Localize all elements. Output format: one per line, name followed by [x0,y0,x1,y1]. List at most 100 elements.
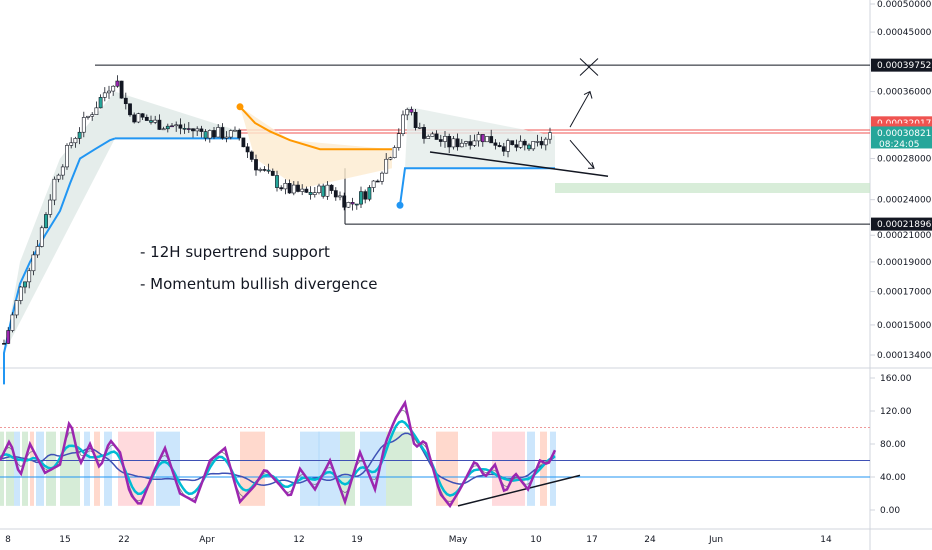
price-tick-label: 0.00019000 [877,258,932,268]
candle-body [73,138,78,144]
candle-body [304,188,309,193]
osc-tick-label: 0.00 [880,506,900,516]
candle-body [535,141,540,143]
oscillator-band [340,431,355,506]
candle-body [371,180,376,188]
candle-body [94,107,99,115]
candle-body [354,203,359,206]
time-axis-labels: 8 15 22 Apr 12 19 May 10 17 24 Jun 14 [5,535,832,545]
oscillator-band [36,431,44,506]
candle-body [380,172,384,182]
candle-body [258,169,263,171]
oscillator-band [30,431,34,506]
candle-body [459,142,464,148]
candle-body [291,184,296,194]
candle-body [212,130,216,138]
candle-body [18,286,23,301]
candle-body [447,136,452,148]
price-tick-label: 0.00015000 [877,321,932,331]
trendline-falling-wedge [429,151,609,178]
oscillator-background [0,431,556,506]
oscillator-lines [0,399,557,509]
candle-body [35,246,40,256]
candle-body [69,142,74,146]
candle-body [455,138,460,148]
supertrend-lines [3,103,555,385]
candle-body [111,85,116,92]
candle-body [489,136,494,144]
arrowhead-up [583,90,593,99]
candle-body [279,187,284,190]
candle-body [14,300,19,316]
candle-body [10,314,15,331]
candle-body [312,192,317,195]
time-label: 12 [293,535,304,545]
candle-body [464,141,468,144]
candle-body [102,92,107,98]
candle-body [476,134,481,142]
price-label-countdown: 08:24:05 [879,140,919,150]
supertrend-up-line-2 [399,167,555,206]
projection-arrow-down [569,139,595,169]
candle-body [388,157,393,160]
candle-body [254,159,258,171]
candle-body [161,128,166,131]
candle-body [107,90,111,94]
price-tick-label: 0.00024000 [877,196,932,206]
supertrend-fills [4,91,555,354]
osc-tick-label: 120.00 [880,407,912,417]
candle-body [119,80,124,99]
price-axis-ticks: 0.00050000 0.00045000 0.00036000 0.00028000… [870,0,932,361]
price-tick-label: 0.00028000 [877,155,932,165]
price-axis-labels: 0.000397520.000320170.000311590.00030821… [871,58,932,231]
candle-body [123,97,128,105]
candle-body [333,190,338,198]
candle-body [249,151,254,160]
price-label-box [871,126,932,149]
candle-body [191,128,195,132]
candle-body [539,141,544,146]
candle-body [182,127,187,130]
oscillator-band [318,431,340,506]
candle-body [216,127,221,138]
candle-body [81,117,86,133]
oscillator-band [104,431,112,506]
candle-body [527,144,531,150]
target-cross-mark [579,58,599,76]
candle-body [350,202,355,205]
supertrend-down-line [239,106,392,151]
time-label: 19 [351,535,363,545]
candle-body [308,192,313,195]
candle-body [270,170,275,176]
price-label-box [871,217,932,231]
candle-body [409,109,414,113]
candle-body [233,129,237,132]
candle-body [98,97,103,109]
oscillator-axis-ticks: 160.00 120.00 80.00 40.00 0.00 [870,374,912,516]
annotation-divergence: - Momentum bullish divergence [140,275,377,293]
candle-body [6,330,11,344]
supertrend-flip-dot [236,103,244,111]
candle-body [417,127,422,129]
candle-body [224,136,229,139]
candle-body [266,169,271,172]
candle-body [228,130,233,138]
candle-body [136,113,141,123]
time-label: 10 [530,535,542,545]
candle-body [548,132,552,140]
candle-body [174,124,179,127]
candle-body [44,214,48,229]
candle-body [153,119,158,123]
projection-arrow-up [569,91,591,128]
osc-tick-label: 40.00 [880,473,906,483]
oscillator-band [156,431,180,506]
candle-body [262,169,267,171]
candle-body [329,184,334,191]
candle-body [144,116,149,121]
candle-body [325,184,330,197]
candle-body [434,133,439,140]
price-label-text: 0.00021896 [877,220,932,230]
candle-body [115,80,120,87]
candle-body [522,140,527,146]
oscillator-band [300,431,320,506]
